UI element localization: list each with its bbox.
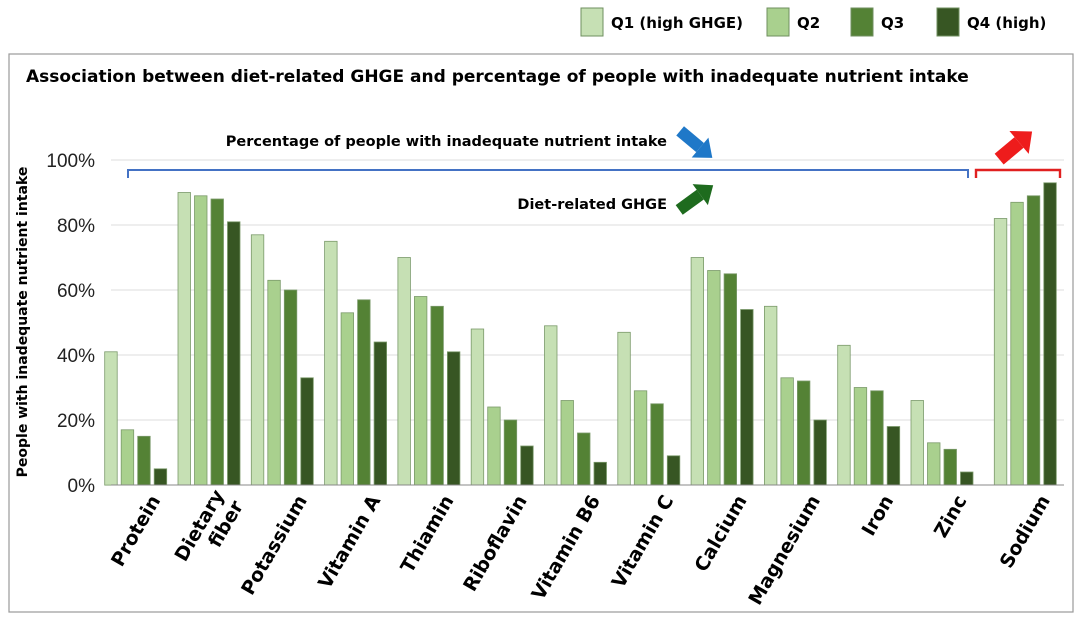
bar: [633, 390, 648, 486]
bar: [430, 305, 444, 486]
bracket-sodium: [974, 168, 1062, 178]
legend-item: Q3: [850, 7, 904, 37]
bar: [690, 257, 704, 486]
y-axis-label: People with inadequate nutrient intake: [15, 167, 31, 478]
legend-swatch: [936, 7, 960, 37]
annotation-nutrient-intake: Percentage of people with inadequate nut…: [226, 134, 667, 150]
bar: [177, 192, 191, 486]
bar: [813, 419, 827, 486]
bar: [324, 240, 338, 486]
legend-item: Q1 (high GHGE): [580, 7, 743, 37]
legend-swatch: [850, 7, 874, 37]
annotations: Percentage of people with inadequate nut…: [127, 126, 1062, 215]
bar: [723, 273, 737, 486]
bar: [227, 221, 241, 486]
bars: [104, 182, 1057, 486]
bar: [283, 289, 298, 486]
bar: [853, 387, 868, 486]
bar: [837, 344, 851, 486]
bar: [886, 426, 901, 486]
y-tick-label: 100%: [46, 151, 95, 172]
bar: [764, 305, 778, 486]
bar: [194, 195, 208, 486]
legend-label: Q2: [797, 14, 820, 32]
bar: [520, 445, 534, 486]
bar: [1043, 182, 1057, 486]
bar: [1026, 195, 1041, 486]
bar: [544, 325, 558, 486]
y-tick-label: 80%: [57, 216, 95, 237]
legend-swatch: [766, 7, 790, 37]
bar: [870, 390, 884, 486]
bar: [446, 351, 461, 486]
arrow-down-blue-icon: [676, 126, 713, 158]
bar: [666, 455, 681, 486]
bar: [960, 471, 974, 486]
bar: [250, 234, 265, 486]
bar: [413, 296, 428, 486]
legend-label: Q3: [881, 14, 904, 32]
legend-item: Q2: [766, 7, 820, 37]
legend: Q1 (high GHGE) Q2 Q3 Q4 (high): [580, 7, 1046, 37]
y-tick-label: 0%: [68, 476, 96, 497]
bar: [470, 328, 485, 486]
arrow-up-red-icon: [994, 130, 1033, 165]
bar: [593, 461, 607, 486]
bar: [740, 309, 754, 486]
bar: [120, 429, 135, 486]
bar: [503, 419, 518, 486]
bar: [1010, 201, 1024, 486]
legend-swatch: [580, 7, 604, 37]
legend-label: Q4 (high): [967, 14, 1046, 32]
bar: [340, 312, 355, 486]
y-tick-labels: 0% 20% 40% 60% 80% 100%: [46, 151, 95, 497]
y-tick-label: 60%: [57, 281, 95, 302]
bar: [560, 400, 574, 486]
y-tick-label: 40%: [57, 346, 95, 367]
arrow-up-green-icon: [675, 184, 714, 215]
bar: [943, 448, 957, 486]
bar: [780, 377, 794, 486]
bar: [797, 380, 811, 486]
bar: [373, 341, 388, 486]
annotation-ghge: Diet-related GHGE: [517, 197, 667, 213]
bar: [910, 400, 924, 486]
bar: [993, 218, 1008, 486]
bar: [707, 270, 721, 486]
bar: [300, 377, 314, 486]
chart-title: Association between diet-related GHGE an…: [26, 67, 969, 87]
legend-label: Q1 (high GHGE): [611, 14, 743, 32]
bar: [357, 299, 371, 486]
bar: [137, 435, 151, 486]
bar: [104, 351, 118, 486]
legend-item: Q4 (high): [936, 7, 1046, 37]
bar: [617, 331, 631, 486]
bar: [153, 468, 168, 486]
y-tick-label: 20%: [57, 411, 95, 432]
bar: [650, 403, 664, 486]
bar: [927, 442, 941, 486]
bar: [577, 432, 591, 486]
bar: [487, 406, 501, 486]
bar: [397, 257, 411, 486]
bar: [267, 279, 281, 486]
bar: [210, 198, 224, 486]
bracket-nutrients: [127, 169, 969, 178]
